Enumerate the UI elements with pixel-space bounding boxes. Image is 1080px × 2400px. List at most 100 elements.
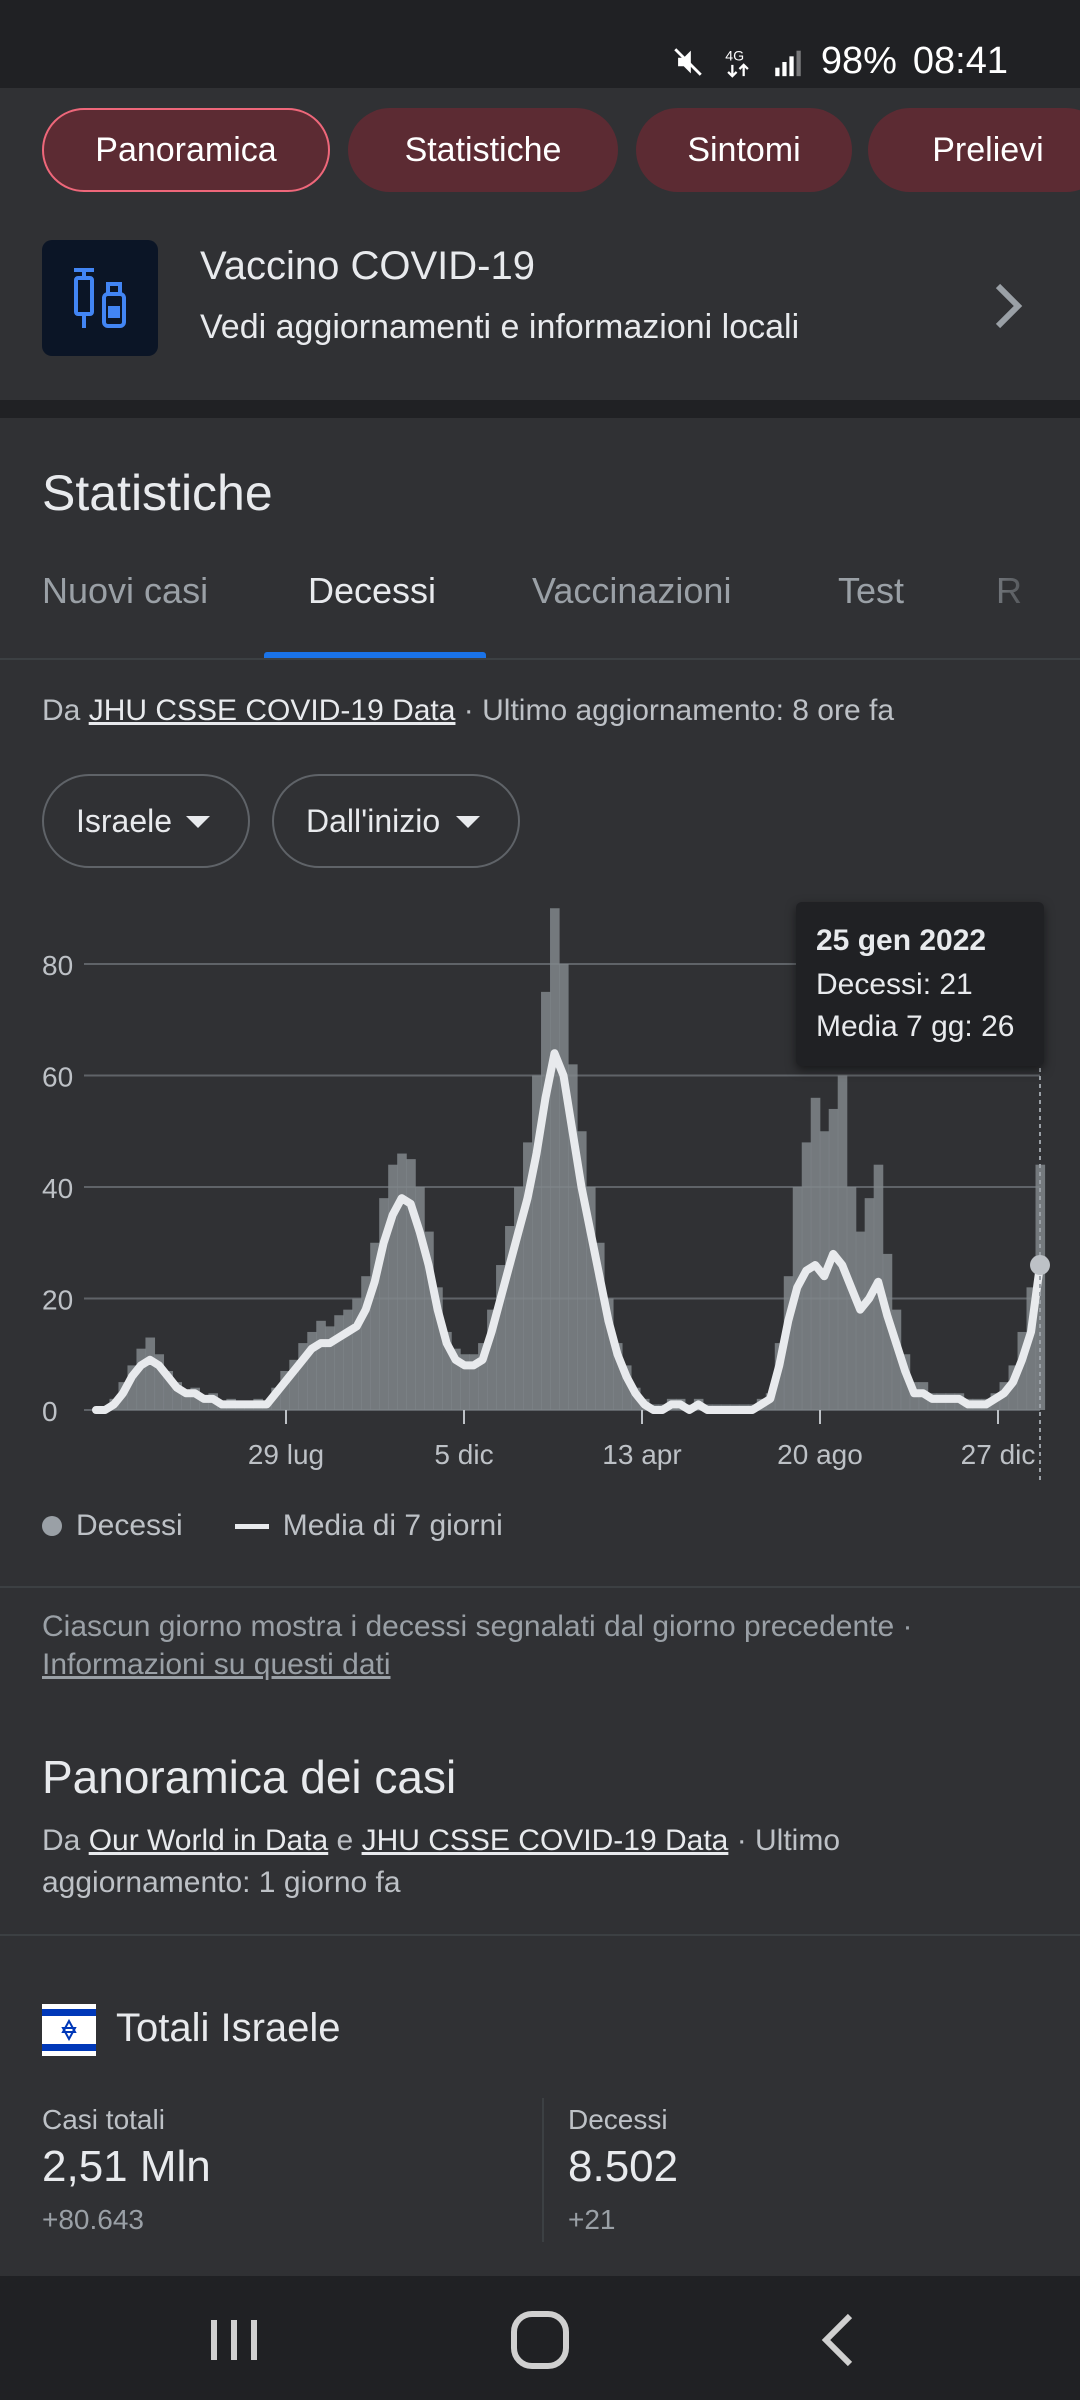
deaths-bar <box>352 1298 362 1410</box>
tooltip-average: Media 7 gg: 26 <box>816 1010 1015 1043</box>
tooltip-date: 25 gen 2022 <box>816 924 987 957</box>
mute-icon <box>674 47 702 76</box>
israel-flag-icon <box>42 2004 96 2056</box>
chart-legend: Decessi Media di 7 giorni <box>42 1506 503 1546</box>
deaths-bar <box>621 1365 632 1410</box>
deaths-bar <box>541 991 551 1410</box>
back-icon[interactable] <box>800 2300 880 2380</box>
recent-apps-icon[interactable] <box>194 2300 274 2380</box>
deaths-bar <box>289 1359 299 1410</box>
home-icon[interactable] <box>500 2300 580 2380</box>
chip-sintomi[interactable]: Sintomi <box>636 108 852 192</box>
jhu-source-link[interactable]: JHU CSSE COVID-19 Data <box>88 694 456 727</box>
total-deaths-value: 8.502 <box>568 2142 679 2191</box>
data-note: Ciascun giorno mostra i decessi segnalat… <box>42 1610 913 1681</box>
deaths-bar <box>550 908 560 1410</box>
y-tick-label: 40 <box>42 1173 73 1204</box>
deaths-bar <box>451 1348 461 1410</box>
deaths-bar <box>199 1398 209 1410</box>
network-4g-icon: 4G <box>725 48 749 78</box>
range-dropdown[interactable]: Dall'inizio <box>272 774 520 868</box>
chip-panoramica[interactable]: Panoramica <box>42 108 330 192</box>
total-cases-delta: +80.643 <box>42 2204 144 2235</box>
deaths-bar <box>460 1354 470 1410</box>
deaths-bar <box>514 1187 524 1410</box>
deaths-bar <box>594 1242 605 1410</box>
deaths-bar <box>568 1064 578 1410</box>
deaths-bar <box>163 1370 174 1410</box>
chip-prelievi[interactable]: Prelievi <box>868 108 1080 192</box>
deaths-bar <box>469 1354 479 1410</box>
deaths-bar <box>325 1326 335 1410</box>
deaths-bar <box>837 1075 848 1410</box>
deaths-bar <box>1017 1331 1028 1410</box>
vaccine-icon <box>42 240 158 356</box>
status-bar: 4G 98% 08:41 <box>0 0 1080 88</box>
location-dropdown[interactable]: Israele <box>42 774 250 868</box>
deaths-bar <box>505 1226 515 1410</box>
tab-vaccinazioni[interactable]: Vaccinazioni <box>532 570 732 611</box>
deaths-bar <box>576 1131 587 1410</box>
system-nav-bar <box>0 2276 1080 2400</box>
total-deaths-delta: +21 <box>568 2204 616 2235</box>
tabs-fade <box>960 550 1080 660</box>
deaths-bar <box>172 1382 183 1410</box>
deaths-bar <box>603 1298 614 1410</box>
tab-nuovi-casi[interactable]: Nuovi casi <box>42 570 209 611</box>
deaths-bar <box>406 1159 416 1410</box>
deaths-bar <box>334 1315 344 1410</box>
stats-tabs: Nuovi casi Decessi Vaccinazioni Test R <box>0 550 1080 660</box>
deaths-bar <box>496 1265 506 1410</box>
deaths-bar <box>783 1276 794 1410</box>
deaths-bar <box>190 1387 200 1410</box>
tab-test[interactable]: Test <box>838 570 905 611</box>
jhu-source-link-2[interactable]: JHU CSSE COVID-19 Data <box>361 1824 729 1857</box>
owid-source-link[interactable]: Our World in Data <box>88 1824 329 1857</box>
deaths-chart[interactable]: 0 20 40 60 80 29 lug 5 dic 13 apr 20 ago 27 dic <box>0 890 1080 1490</box>
totals-title: Totali Israele <box>116 2006 341 2050</box>
x-tick-label: 27 dic <box>961 1439 1036 1470</box>
total-deaths-label: Decessi <box>568 2104 668 2135</box>
deaths-bar <box>370 1242 380 1410</box>
svg-text:4G: 4G <box>725 48 744 64</box>
chart-tooltip: 25 gen 2022 Decessi: 21 Media 7 gg: 26 <box>796 902 1044 1066</box>
chevron-right-icon <box>995 283 1023 329</box>
deaths-bar <box>442 1331 452 1410</box>
data-info-link[interactable]: Informazioni su questi dati <box>42 1648 391 1681</box>
vaccine-card[interactable]: Vaccino COVID-19 Vedi aggiornamenti e in… <box>0 216 1080 400</box>
tab-decessi[interactable]: Decessi <box>308 570 437 611</box>
section-divider <box>0 400 1080 418</box>
deaths-bar <box>361 1276 371 1410</box>
cases-source-line: Da Our World in Data e JHU CSSE COVID-19… <box>42 1824 841 1899</box>
deaths-bar <box>136 1348 147 1410</box>
deaths-bar <box>478 1343 488 1410</box>
x-tick-label: 29 lug <box>248 1439 324 1470</box>
legend-dot-icon <box>42 1516 62 1536</box>
status-icons: 4G 98% 08:41 <box>671 40 1008 83</box>
battery-level: 98% <box>820 40 897 82</box>
y-tick-label: 0 <box>42 1396 58 1427</box>
deaths-bar <box>585 1187 596 1410</box>
x-tick-label: 13 apr <box>602 1439 681 1470</box>
topic-chips: Panoramica Statistiche Sintomi Prelievi <box>0 88 1080 216</box>
clock: 08:41 <box>912 40 1008 82</box>
legend-divider <box>0 1586 1080 1588</box>
deaths-bar <box>415 1187 425 1410</box>
deaths-bar <box>855 1231 866 1410</box>
tooltip-deaths: Decessi: 21 <box>816 968 973 1001</box>
deaths-bar <box>433 1287 443 1410</box>
legend-line-icon <box>234 1523 269 1529</box>
x-tick-label: 5 dic <box>434 1439 493 1470</box>
legend-average: Media di 7 giorni <box>282 1509 503 1542</box>
active-tab-indicator <box>264 652 486 658</box>
deaths-bar <box>532 1075 542 1410</box>
deaths-bar <box>487 1309 497 1410</box>
average-line <box>92 1049 1044 1414</box>
chip-statistiche[interactable]: Statistiche <box>348 108 618 192</box>
vaccine-title: Vaccino COVID-19 <box>200 244 535 288</box>
deaths-bar <box>127 1365 138 1410</box>
y-tick-label: 60 <box>42 1062 73 1093</box>
deaths-bar <box>145 1337 156 1410</box>
total-cases-value: 2,51 Mln <box>42 2142 211 2191</box>
deaths-bar <box>388 1164 398 1410</box>
